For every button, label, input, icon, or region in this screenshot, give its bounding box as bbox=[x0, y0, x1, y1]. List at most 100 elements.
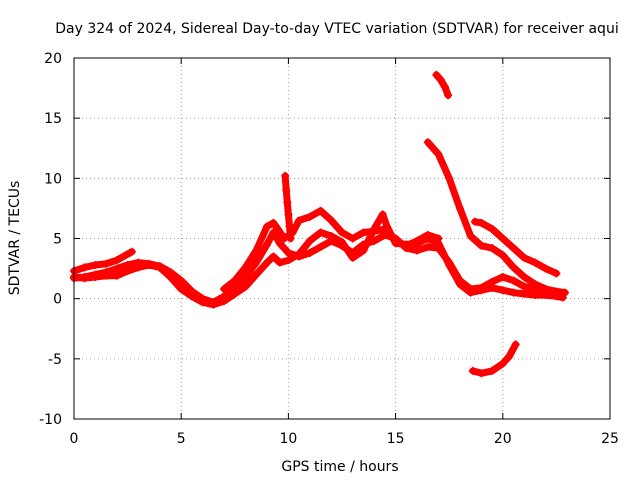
data-point-marker bbox=[327, 232, 336, 241]
data-point-marker bbox=[498, 286, 507, 295]
data-point-marker bbox=[262, 258, 271, 267]
series-segment-descending bbox=[423, 138, 569, 297]
data-point-marker bbox=[102, 271, 111, 280]
data-point-marker bbox=[80, 274, 89, 283]
data-point-marker bbox=[470, 217, 479, 226]
data-point-marker bbox=[391, 236, 400, 245]
data-point-marker bbox=[436, 75, 445, 84]
y-tick-label: 0 bbox=[53, 292, 62, 308]
y-tick-label: 5 bbox=[53, 232, 62, 248]
data-point-marker bbox=[275, 258, 284, 267]
data-point-marker bbox=[423, 242, 432, 251]
data-point-marker bbox=[102, 259, 111, 268]
data-point-marker bbox=[370, 227, 379, 236]
x-tick-label: 10 bbox=[279, 431, 297, 447]
series-track-3-upper bbox=[220, 206, 443, 294]
y-axis-label: SDTVAR / TECUs bbox=[7, 181, 23, 296]
data-point-marker bbox=[220, 297, 229, 306]
series-segment-high bbox=[432, 70, 453, 100]
x-axis-label: GPS time / hours bbox=[281, 459, 398, 475]
data-point-marker bbox=[285, 222, 294, 231]
data-point-marker bbox=[477, 218, 486, 227]
data-point-marker bbox=[530, 258, 539, 267]
data-point-marker bbox=[348, 234, 357, 243]
data-point-marker bbox=[316, 242, 325, 251]
data-point-marker bbox=[284, 256, 293, 265]
data-point-marker bbox=[316, 206, 325, 215]
data-point-marker bbox=[281, 171, 290, 180]
data-point-marker bbox=[498, 273, 507, 282]
data-point-marker bbox=[434, 150, 443, 159]
data-point-marker bbox=[520, 289, 529, 298]
series-track-1-upper bbox=[70, 247, 136, 275]
data-point-marker bbox=[445, 174, 454, 183]
data-point-marker bbox=[505, 352, 514, 361]
data-point-marker bbox=[112, 264, 121, 273]
data-point-marker bbox=[284, 248, 293, 257]
data-point-marker bbox=[220, 285, 229, 294]
data-point-marker bbox=[338, 228, 346, 237]
data-point-marker bbox=[91, 273, 100, 282]
chart-title: Day 324 of 2024, Sidereal Day-to-day VTE… bbox=[55, 21, 618, 37]
data-point-marker bbox=[327, 216, 336, 225]
data-point-marker bbox=[530, 280, 539, 289]
data-point-marker bbox=[520, 253, 529, 262]
data-point-marker bbox=[262, 240, 271, 249]
data-point-marker bbox=[187, 292, 196, 301]
data-point-marker bbox=[359, 246, 368, 255]
data-point-marker bbox=[284, 210, 293, 219]
data-point-marker bbox=[305, 248, 314, 257]
data-point-marker bbox=[530, 291, 539, 300]
data-point-marker bbox=[316, 228, 325, 237]
data-point-marker bbox=[488, 244, 497, 253]
data-point-marker bbox=[466, 288, 475, 297]
x-tick-label: 5 bbox=[177, 431, 186, 447]
data-point-marker bbox=[305, 212, 314, 221]
data-point-marker bbox=[541, 285, 550, 294]
data-point-marker bbox=[509, 244, 518, 253]
x-tick-label: 25 bbox=[601, 431, 619, 447]
data-point-marker bbox=[269, 252, 278, 261]
axis-ticks: 0 5 10 15 20 25 -10 -5 0 5 10 15 20 bbox=[39, 51, 619, 447]
data-point-marker bbox=[80, 263, 89, 272]
data-point-marker bbox=[455, 280, 464, 289]
data-point-marker bbox=[440, 82, 449, 91]
data-point-marker bbox=[520, 282, 529, 291]
data-point-marker bbox=[541, 264, 550, 273]
series-line bbox=[432, 71, 452, 99]
data-point-marker bbox=[552, 269, 561, 278]
y-tick-label: 20 bbox=[44, 51, 62, 67]
data-point-marker bbox=[127, 247, 136, 256]
data-point-marker bbox=[413, 246, 422, 255]
data-point-marker bbox=[477, 241, 486, 250]
data-point-marker bbox=[488, 224, 497, 233]
data-point-marker bbox=[468, 366, 477, 375]
data-point-marker bbox=[112, 256, 121, 265]
data-point-marker bbox=[155, 263, 164, 272]
data-point-marker bbox=[166, 273, 175, 282]
data-point-marker bbox=[509, 276, 518, 285]
series-line bbox=[424, 138, 569, 297]
data-point-marker bbox=[252, 270, 261, 279]
data-point-marker bbox=[295, 216, 304, 225]
data-point-marker bbox=[477, 369, 486, 378]
series-segment-negative bbox=[468, 340, 520, 378]
data-point-marker bbox=[283, 198, 292, 207]
data-point-marker bbox=[241, 273, 250, 282]
data-point-marker bbox=[295, 250, 304, 259]
series-spike-at-hour-10 bbox=[281, 171, 295, 243]
data-point-marker bbox=[209, 300, 218, 309]
data-point-marker bbox=[423, 230, 432, 239]
data-point-marker bbox=[273, 224, 282, 233]
data-point-marker bbox=[252, 258, 261, 267]
data-point-marker bbox=[230, 276, 239, 285]
data-point-marker bbox=[282, 186, 291, 195]
data-point-marker bbox=[230, 289, 239, 298]
data-point-marker bbox=[380, 224, 389, 233]
y-tick-label: -10 bbox=[39, 412, 62, 428]
data-point-marker bbox=[177, 285, 186, 294]
data-point-marker bbox=[477, 286, 486, 295]
data-point-marker bbox=[444, 91, 453, 100]
data-point-marker bbox=[123, 266, 132, 275]
